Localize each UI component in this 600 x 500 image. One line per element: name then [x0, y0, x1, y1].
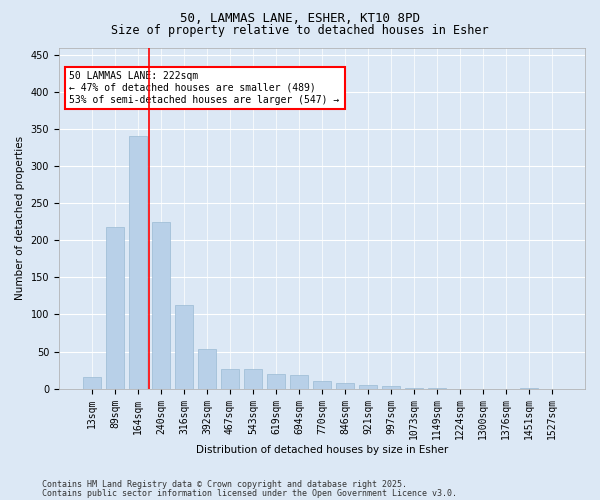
Bar — [152, 222, 170, 388]
Bar — [129, 136, 147, 388]
Bar — [106, 227, 124, 388]
Text: 50, LAMMAS LANE, ESHER, KT10 8PD: 50, LAMMAS LANE, ESHER, KT10 8PD — [180, 12, 420, 26]
Bar — [382, 386, 400, 388]
Bar — [336, 384, 354, 388]
Text: Contains HM Land Registry data © Crown copyright and database right 2025.: Contains HM Land Registry data © Crown c… — [42, 480, 407, 489]
Bar — [198, 348, 216, 389]
Text: Contains public sector information licensed under the Open Government Licence v3: Contains public sector information licen… — [42, 488, 457, 498]
Bar — [175, 305, 193, 388]
Bar — [359, 385, 377, 388]
Bar — [244, 370, 262, 388]
Text: 50 LAMMAS LANE: 222sqm
← 47% of detached houses are smaller (489)
53% of semi-de: 50 LAMMAS LANE: 222sqm ← 47% of detached… — [70, 72, 340, 104]
X-axis label: Distribution of detached houses by size in Esher: Distribution of detached houses by size … — [196, 445, 448, 455]
Bar — [83, 378, 101, 388]
Bar — [290, 375, 308, 388]
Bar — [267, 374, 285, 388]
Text: Size of property relative to detached houses in Esher: Size of property relative to detached ho… — [111, 24, 489, 37]
Bar — [313, 381, 331, 388]
Bar — [221, 368, 239, 388]
Y-axis label: Number of detached properties: Number of detached properties — [15, 136, 25, 300]
